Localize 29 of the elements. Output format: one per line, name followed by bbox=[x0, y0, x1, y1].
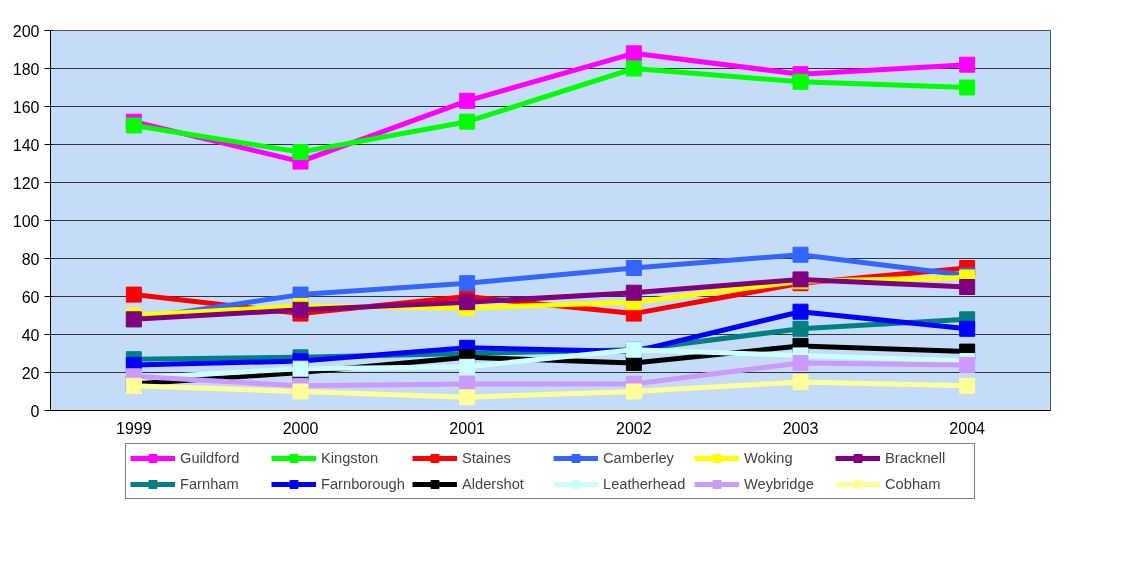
y-tick-label: 80 bbox=[21, 250, 40, 268]
x-tick-label: 2002 bbox=[616, 419, 652, 437]
x-tick-label: 2003 bbox=[782, 419, 819, 437]
y-tick-label: 100 bbox=[12, 212, 40, 230]
legend-label: Farnborough bbox=[321, 476, 406, 492]
y-tick-label: 0 bbox=[30, 402, 40, 420]
y-tick-label: 200 bbox=[12, 22, 40, 40]
y-tick-label: 140 bbox=[12, 136, 40, 154]
y-tick-label: 160 bbox=[12, 98, 40, 116]
x-tick-label: 1999 bbox=[116, 419, 152, 437]
y-tick-label: 180 bbox=[12, 60, 40, 78]
x-tick-label: 2001 bbox=[449, 419, 486, 437]
legend-label: Leatherhead bbox=[603, 476, 687, 492]
legend-label: Farnham bbox=[180, 476, 240, 492]
y-tick-label: 60 bbox=[21, 288, 40, 306]
legend-label: Bracknell bbox=[885, 450, 947, 466]
legend-label: Camberley bbox=[603, 450, 675, 466]
y-tick-label: 40 bbox=[21, 326, 40, 344]
y-tick-label: 20 bbox=[21, 364, 40, 382]
legend-label: Kingston bbox=[321, 450, 380, 466]
x-tick-label: 2000 bbox=[282, 419, 319, 437]
legend-label: Aldershot bbox=[462, 476, 525, 492]
x-tick-label: 2004 bbox=[949, 419, 986, 437]
legend-label: Cobham bbox=[885, 476, 942, 492]
legend-label: Weybridge bbox=[744, 476, 815, 492]
legend-label: Guildford bbox=[180, 450, 241, 466]
y-tick-label: 120 bbox=[12, 174, 40, 192]
legend-label: Woking bbox=[744, 450, 794, 466]
legend-label: Staines bbox=[462, 450, 512, 466]
